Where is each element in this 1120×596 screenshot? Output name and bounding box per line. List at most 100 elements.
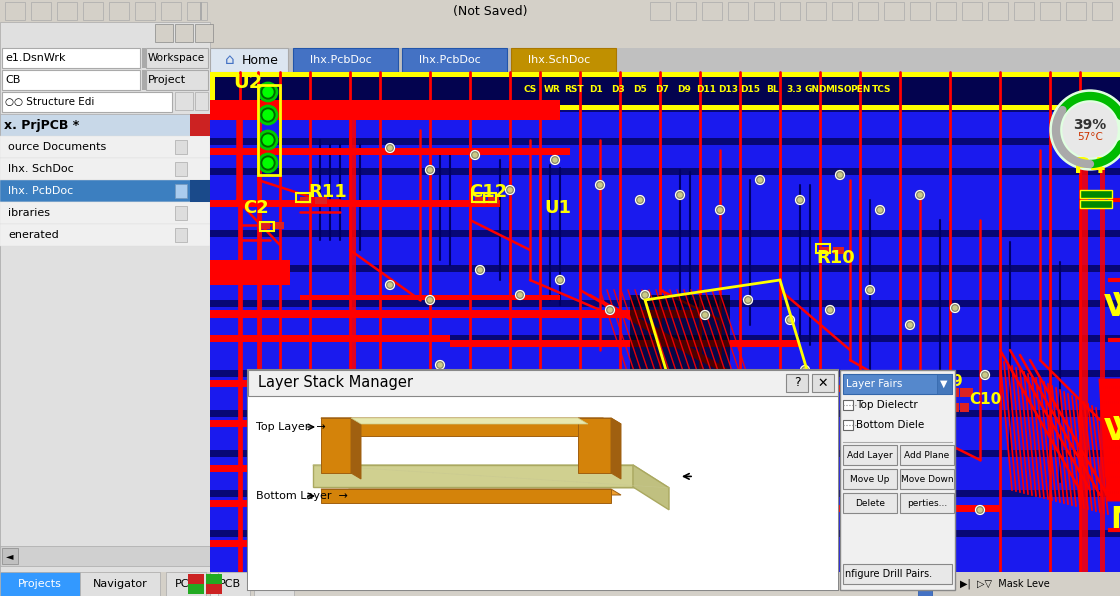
Circle shape: [620, 380, 629, 390]
Circle shape: [476, 491, 485, 499]
Bar: [248, 396, 838, 590]
Bar: [4, 2, 25, 20]
Bar: [248, 370, 838, 590]
Bar: [700, 505, 1000, 512]
Bar: [211, 335, 1120, 342]
Circle shape: [915, 191, 924, 200]
Text: R10: R10: [816, 249, 856, 267]
Text: ?: ?: [794, 377, 801, 390]
Circle shape: [801, 365, 810, 374]
Bar: [1080, 190, 1112, 198]
Circle shape: [876, 206, 885, 215]
Polygon shape: [321, 418, 361, 424]
Bar: [484, 193, 496, 202]
Circle shape: [525, 508, 534, 517]
Bar: [2, 548, 18, 564]
Circle shape: [573, 438, 577, 442]
Circle shape: [391, 375, 400, 384]
Circle shape: [480, 430, 489, 439]
Bar: [211, 168, 1120, 175]
Text: RST: RST: [564, 85, 584, 94]
Text: ▼: ▼: [941, 379, 948, 389]
Bar: [211, 450, 1120, 457]
Bar: [937, 374, 952, 394]
Bar: [211, 490, 1120, 497]
Circle shape: [480, 386, 489, 395]
Bar: [211, 572, 218, 596]
Bar: [843, 374, 952, 394]
Text: Add Plane: Add Plane: [904, 451, 950, 460]
Bar: [0, 224, 211, 246]
Circle shape: [385, 144, 394, 153]
Text: lhx.PcbDoc: lhx.PcbDoc: [310, 55, 372, 65]
Bar: [650, 2, 670, 20]
Bar: [254, 572, 293, 596]
Circle shape: [528, 510, 532, 514]
Polygon shape: [578, 418, 612, 473]
Bar: [1066, 2, 1086, 20]
Bar: [175, 140, 187, 154]
Circle shape: [259, 131, 277, 149]
Bar: [0, 546, 211, 566]
Text: Home: Home: [242, 54, 279, 67]
Bar: [0, 136, 211, 158]
Bar: [843, 400, 853, 410]
Bar: [83, 2, 103, 20]
Circle shape: [570, 396, 579, 405]
Bar: [300, 295, 560, 300]
Bar: [136, 2, 155, 20]
Circle shape: [678, 500, 682, 504]
Circle shape: [528, 458, 532, 462]
Circle shape: [528, 373, 532, 377]
Polygon shape: [321, 418, 603, 436]
Circle shape: [573, 398, 577, 402]
Bar: [258, 222, 270, 229]
Polygon shape: [321, 489, 620, 495]
Circle shape: [876, 504, 885, 513]
Circle shape: [478, 268, 482, 272]
Circle shape: [553, 158, 557, 162]
Bar: [843, 493, 897, 513]
Bar: [155, 24, 172, 42]
Circle shape: [710, 458, 719, 467]
Bar: [190, 114, 211, 136]
Bar: [806, 2, 825, 20]
Polygon shape: [321, 418, 613, 424]
Bar: [206, 584, 222, 594]
Circle shape: [259, 83, 277, 101]
Circle shape: [675, 498, 684, 507]
Circle shape: [259, 106, 277, 124]
Bar: [109, 2, 129, 20]
Polygon shape: [321, 489, 612, 503]
Bar: [211, 530, 1120, 537]
Bar: [988, 2, 1008, 20]
Circle shape: [393, 428, 396, 432]
Bar: [349, 425, 700, 432]
Bar: [1014, 2, 1034, 20]
Bar: [175, 92, 193, 110]
Bar: [884, 2, 904, 20]
Circle shape: [878, 208, 883, 212]
Bar: [175, 228, 187, 242]
Bar: [175, 206, 187, 220]
Bar: [211, 48, 288, 72]
Text: Move Up: Move Up: [850, 474, 889, 483]
Bar: [175, 184, 187, 198]
Bar: [500, 538, 800, 545]
Circle shape: [625, 511, 635, 520]
Bar: [260, 222, 274, 231]
Text: MISO: MISO: [824, 85, 851, 94]
Bar: [258, 85, 280, 175]
Circle shape: [635, 195, 644, 204]
Circle shape: [508, 188, 512, 192]
Bar: [211, 410, 1120, 417]
Circle shape: [801, 455, 810, 464]
Bar: [200, 2, 202, 20]
Bar: [900, 493, 954, 513]
Circle shape: [426, 505, 435, 514]
Text: 3.3: 3.3: [786, 85, 802, 94]
Circle shape: [426, 166, 435, 175]
Circle shape: [713, 376, 717, 380]
Polygon shape: [578, 418, 620, 424]
Bar: [843, 564, 952, 584]
